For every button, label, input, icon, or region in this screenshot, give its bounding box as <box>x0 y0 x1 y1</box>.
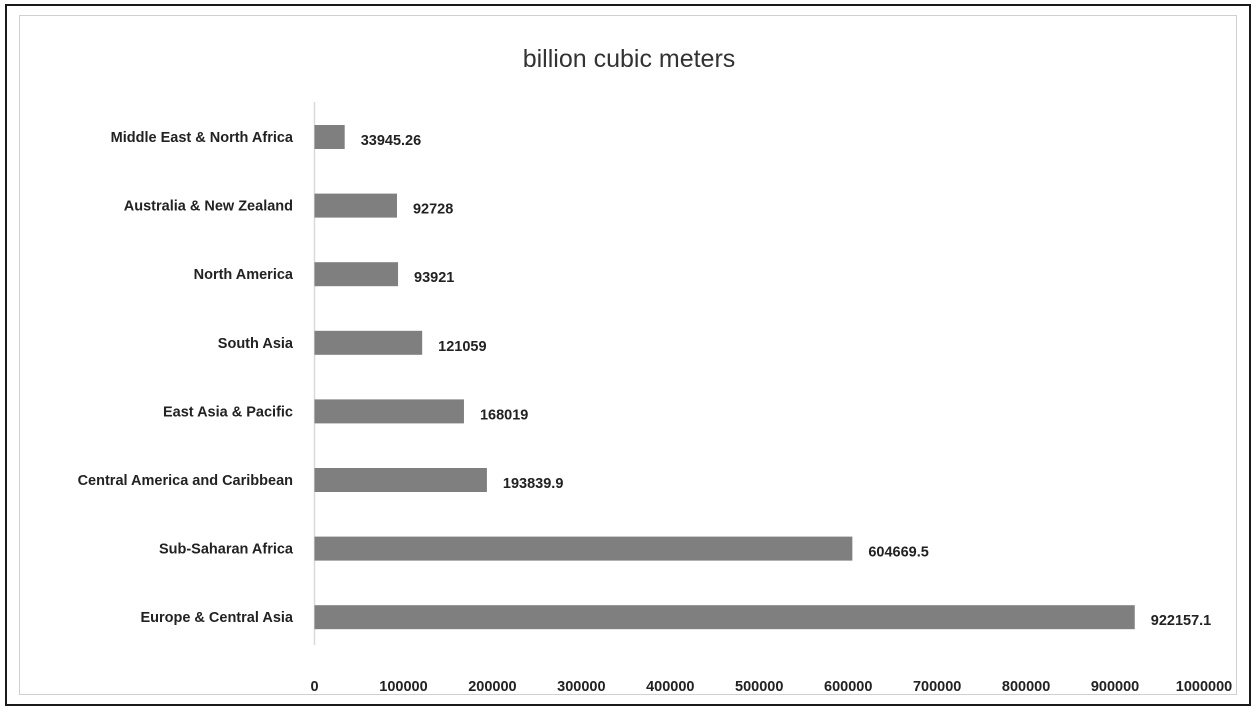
x-tick-label: 0 <box>310 679 318 695</box>
data-label: 121059 <box>438 339 486 355</box>
data-label: 193839.9 <box>503 476 563 492</box>
bar <box>314 262 399 287</box>
data-label: 922157.1 <box>1151 613 1211 629</box>
data-label: 92728 <box>413 202 453 218</box>
chart-area <box>19 15 1237 695</box>
category-label: North America <box>194 267 294 283</box>
category-label: Middle East & North Africa <box>111 130 294 146</box>
x-tick-label: 800000 <box>1002 679 1050 695</box>
category-label: Europe & Central Asia <box>140 610 293 626</box>
category-label: South Asia <box>218 336 294 352</box>
data-label: 33945.26 <box>361 133 421 149</box>
bar <box>314 125 345 149</box>
data-labels-group: 33945.26 92728 93921 121059 168019 193839.9 60… <box>361 133 1212 629</box>
data-label: 168019 <box>480 407 528 423</box>
data-label: 604669.5 <box>868 545 928 561</box>
x-tick-label: 700000 <box>913 679 961 695</box>
x-tick-label: 300000 <box>557 679 605 695</box>
data-label: 93921 <box>414 270 454 286</box>
x-tick-label: 900000 <box>1091 679 1139 695</box>
category-label: East Asia & Pacific <box>163 404 293 420</box>
x-tick-labels-group: 0 100000 200000 300000 400000 500000 600000 700… <box>310 679 1232 695</box>
bar <box>314 193 397 218</box>
bar <box>314 536 853 561</box>
chart-title: billion cubic meters <box>523 45 736 73</box>
x-tick-label: 500000 <box>735 679 783 695</box>
category-label: Sub-Saharan Africa <box>159 542 294 558</box>
x-tick-label: 1000000 <box>1176 679 1232 695</box>
category-label: Australia & New Zealand <box>124 199 293 215</box>
chart-frame <box>5 4 1251 706</box>
bar <box>314 468 487 492</box>
bar <box>314 399 464 424</box>
bar <box>314 605 1135 630</box>
bars-group <box>314 125 1135 630</box>
x-tick-label: 600000 <box>824 679 872 695</box>
category-label: Central America and Caribbean <box>78 473 293 489</box>
x-tick-label: 400000 <box>646 679 694 695</box>
x-tick-label: 200000 <box>468 679 516 695</box>
x-tick-label: 100000 <box>379 679 427 695</box>
category-labels-group: Middle East & North Africa Australia & Ne… <box>78 130 294 626</box>
bar <box>314 330 423 355</box>
